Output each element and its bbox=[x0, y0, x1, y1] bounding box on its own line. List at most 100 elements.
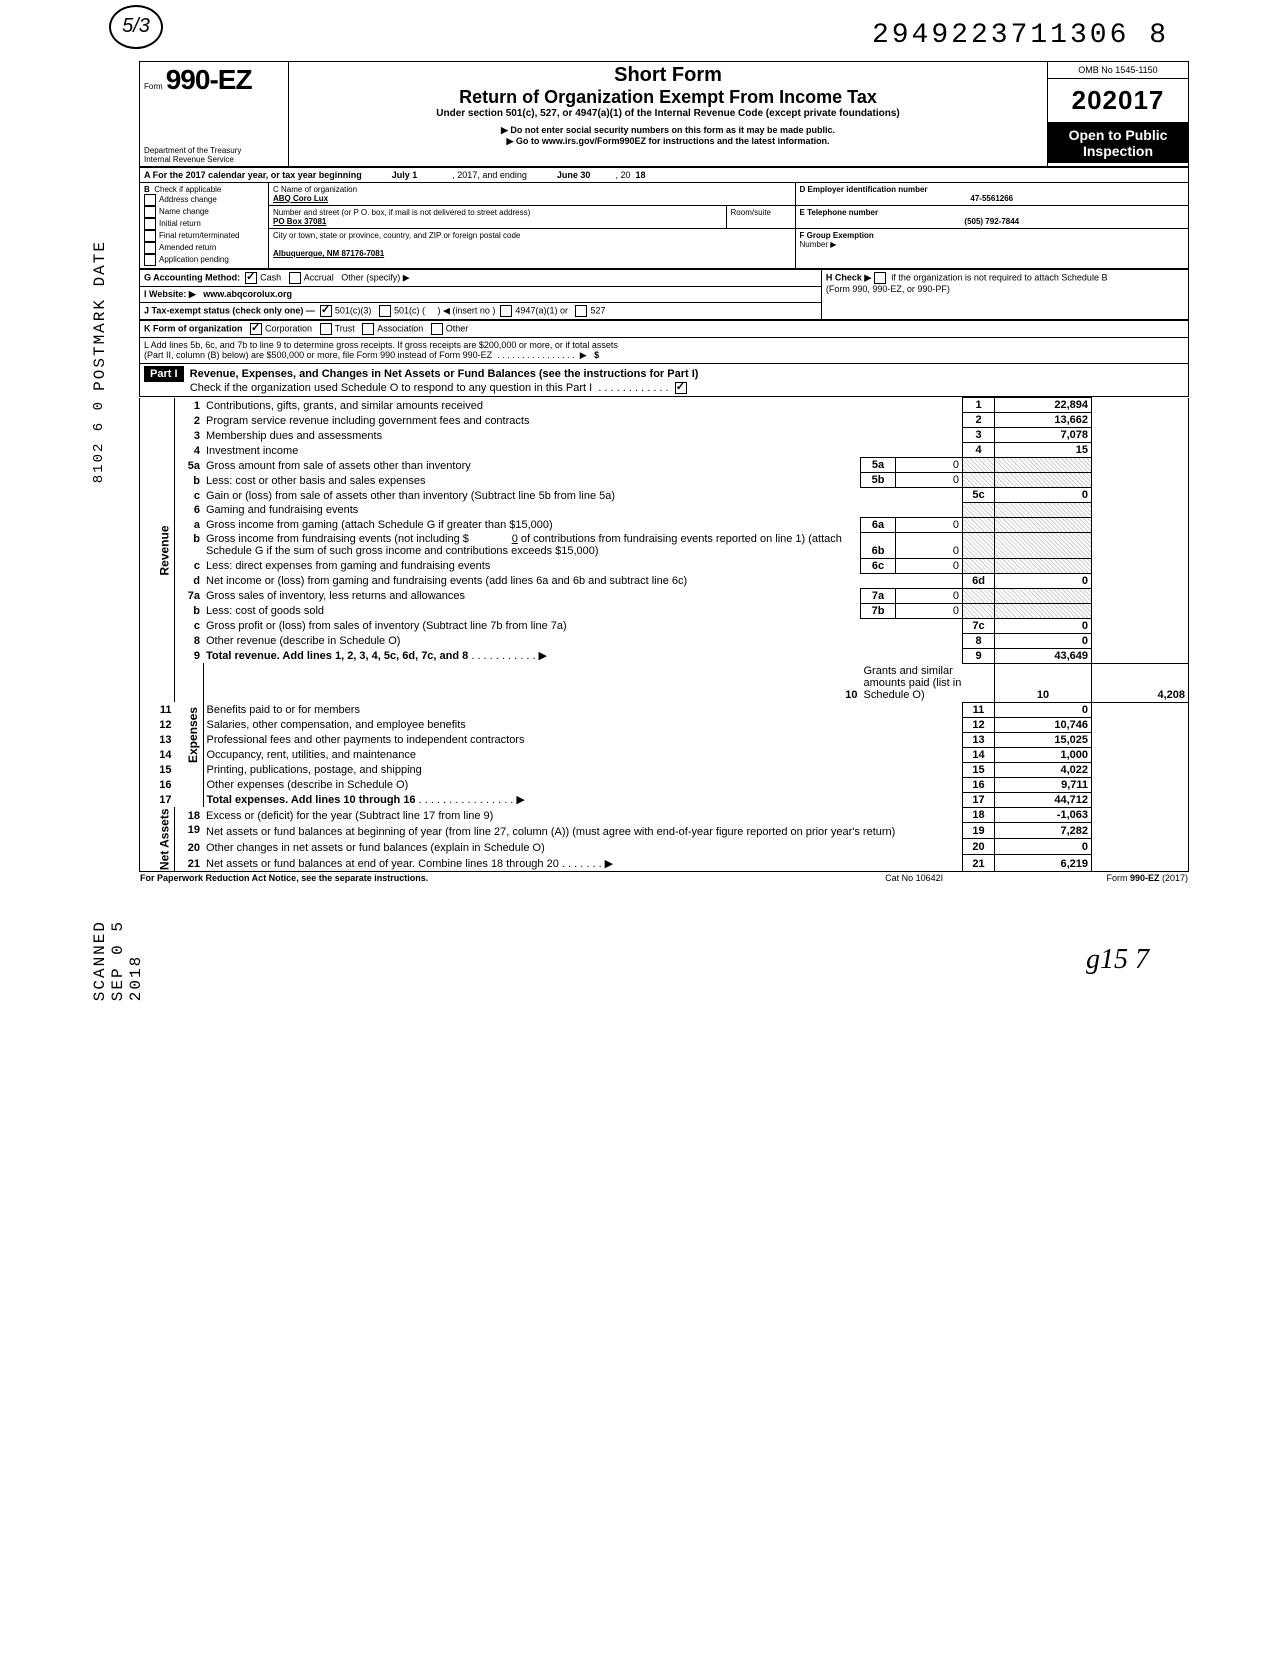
checkbox-k-other[interactable] bbox=[431, 323, 443, 335]
b-item-1: Name change bbox=[159, 207, 209, 216]
l19-amt: 7,282 bbox=[995, 823, 1092, 839]
section-i-label: I Website: ▶ bbox=[144, 289, 196, 299]
year-val: 18 bbox=[635, 170, 645, 180]
l6c-text: Less: direct expenses from gaming and fu… bbox=[203, 558, 861, 573]
l5c-box: 5c bbox=[963, 488, 995, 503]
under-section: Under section 501(c), 527, or 4947(a)(1)… bbox=[293, 108, 1043, 119]
l13-amt: 15,025 bbox=[995, 732, 1092, 747]
year-suffix: , 20 bbox=[615, 170, 630, 180]
tax-year: 2017 bbox=[1103, 85, 1165, 115]
section-c-label: C Name of organization bbox=[273, 185, 357, 194]
dept-label: Department of the Treasury bbox=[144, 146, 284, 155]
short-form-title: Short Form bbox=[293, 64, 1043, 87]
l5b-iamt: 0 bbox=[896, 473, 963, 488]
checkbox-initial-return[interactable] bbox=[144, 218, 156, 230]
section-f-label2: Number ▶ bbox=[800, 240, 837, 249]
checkbox-schedule-o[interactable] bbox=[675, 382, 687, 394]
section-d-label: D Employer identification number bbox=[800, 185, 928, 194]
l18-amt: -1,063 bbox=[995, 807, 1092, 823]
checkbox-501c3[interactable] bbox=[320, 305, 332, 317]
l6a-text: Gross income from gaming (attach Schedul… bbox=[203, 517, 861, 532]
checkbox-assoc[interactable] bbox=[362, 323, 374, 335]
l6a-num: a bbox=[194, 519, 200, 531]
checkbox-final-return[interactable] bbox=[144, 230, 156, 242]
l1-num: 1 bbox=[194, 400, 200, 412]
section-h-label: H Check ▶ bbox=[826, 272, 871, 282]
k-l-table: K Form of organization Corporation Trust… bbox=[139, 320, 1189, 364]
l2-amt: 13,662 bbox=[995, 413, 1092, 428]
l1-box: 1 bbox=[963, 398, 995, 413]
margin-scanned: SCANNED SEP 0 5 2018 bbox=[91, 920, 145, 1001]
city-label: City or town, state or province, country… bbox=[273, 231, 520, 240]
l19-num: 19 bbox=[188, 824, 200, 836]
paperwork-note: For Paperwork Reduction Act Notice, see … bbox=[139, 872, 841, 884]
l4-amt: 15 bbox=[995, 443, 1092, 458]
l6a-ibox: 6a bbox=[861, 517, 896, 532]
checkbox-address-change[interactable] bbox=[144, 194, 156, 206]
section-a-label: A For the 2017 calendar year, or tax yea… bbox=[144, 170, 362, 180]
l6c-ibox: 6c bbox=[861, 558, 896, 573]
irs-label: Internal Revenue Service bbox=[144, 155, 284, 164]
l5b-text: Less: cost or other basis and sales expe… bbox=[203, 473, 861, 488]
l6d-box: 6d bbox=[963, 573, 995, 588]
checkbox-527[interactable] bbox=[575, 305, 587, 317]
checkbox-application-pending[interactable] bbox=[144, 254, 156, 266]
l17-amt: 44,712 bbox=[995, 792, 1092, 807]
l21-text: Net assets or fund balances at end of ye… bbox=[206, 858, 559, 870]
l17-text: Total expenses. Add lines 10 through 16 bbox=[207, 794, 416, 806]
checkbox-h[interactable] bbox=[874, 272, 886, 284]
checkbox-corp[interactable] bbox=[250, 323, 262, 335]
checkbox-accrual[interactable] bbox=[289, 272, 301, 284]
j-opt2: 501(c) ( bbox=[394, 305, 425, 315]
expenses-side-label: Expenses bbox=[175, 663, 204, 807]
l15-text: Printing, publications, postage, and shi… bbox=[203, 762, 963, 777]
l16-amt: 9,711 bbox=[995, 777, 1092, 792]
goto-note: ▶ Go to www.irs.gov/Form990EZ for instru… bbox=[293, 136, 1043, 147]
l6b-mid: 0 bbox=[512, 533, 518, 545]
l18-text: Excess or (deficit) for the year (Subtra… bbox=[203, 807, 963, 823]
checkbox-cash[interactable] bbox=[245, 272, 257, 284]
checkbox-trust[interactable] bbox=[320, 323, 332, 335]
b-item-2: Initial return bbox=[159, 219, 201, 228]
return-title: Return of Organization Exempt From Incom… bbox=[293, 87, 1043, 108]
l4-box: 4 bbox=[963, 443, 995, 458]
l21-box: 21 bbox=[963, 855, 995, 871]
part1-header: Part I Revenue, Expenses, and Changes in… bbox=[139, 364, 1189, 397]
l21-amt: 6,219 bbox=[995, 855, 1092, 871]
checkbox-4947[interactable] bbox=[500, 305, 512, 317]
checkbox-name-change[interactable] bbox=[144, 206, 156, 218]
l10-num: 10 bbox=[845, 689, 857, 701]
part1-lines-table: Revenue 1 Contributions, gifts, grants, … bbox=[139, 397, 1189, 872]
l3-num: 3 bbox=[194, 430, 200, 442]
website-value: www.abqcorolux.org bbox=[203, 289, 292, 299]
l6b-iamt: 0 bbox=[896, 532, 963, 558]
j-opt3: 4947(a)(1) or bbox=[515, 305, 568, 315]
year-begin: July 1 bbox=[392, 170, 418, 180]
cat-no: Cat No 10642I bbox=[841, 872, 986, 884]
l20-text: Other changes in net assets or fund bala… bbox=[203, 839, 963, 855]
l5c-num: c bbox=[194, 490, 200, 502]
l7a-iamt: 0 bbox=[896, 588, 963, 603]
l5a-ibox: 5a bbox=[861, 458, 896, 473]
l21-num: 21 bbox=[188, 858, 200, 870]
l2-box: 2 bbox=[963, 413, 995, 428]
l9-box: 9 bbox=[963, 648, 995, 663]
l19-text: Net assets or fund balances at beginning… bbox=[203, 823, 963, 839]
l6b-num: b bbox=[193, 533, 200, 545]
l-dollar: $ bbox=[594, 350, 599, 360]
footer-table: For Paperwork Reduction Act Notice, see … bbox=[139, 872, 1189, 884]
checkbox-501c[interactable] bbox=[379, 305, 391, 317]
l6c-iamt: 0 bbox=[896, 558, 963, 573]
g-cash: Cash bbox=[260, 272, 281, 282]
l5a-iamt: 0 bbox=[896, 458, 963, 473]
form-number: 990-EZ bbox=[166, 64, 252, 95]
l6a-iamt: 0 bbox=[896, 517, 963, 532]
city-value: Albuquerque, NM 87176-7081 bbox=[273, 249, 384, 258]
section-l-text1: L Add lines 5b, 6c, and 7b to line 9 to … bbox=[144, 340, 618, 350]
room-suite-label: Room/suite bbox=[726, 206, 795, 229]
l7c-text: Gross profit or (loss) from sales of inv… bbox=[203, 618, 963, 633]
section-j-label: J Tax-exempt status (check only one) — bbox=[144, 305, 315, 315]
checkbox-amended-return[interactable] bbox=[144, 242, 156, 254]
document-number: 2949223711306 8 bbox=[139, 20, 1189, 51]
addr-value: PO Box 37081 bbox=[273, 217, 326, 226]
